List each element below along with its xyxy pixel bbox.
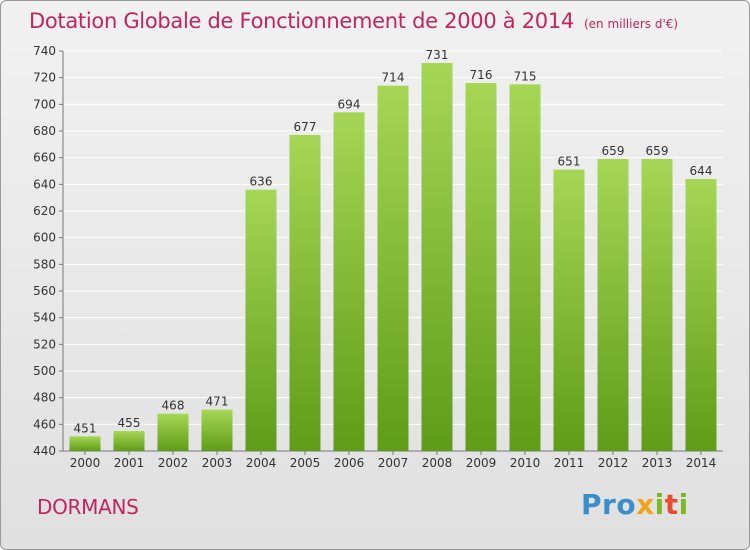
x-tick-label: 2001 <box>114 456 145 470</box>
logo-letter: o <box>616 488 637 521</box>
chart-unit: (en milliers d'€) <box>583 17 679 31</box>
data-label: 471 <box>206 395 229 409</box>
y-tick-label: 540 <box>33 311 56 325</box>
y-tick-label: 520 <box>33 337 56 351</box>
bar <box>509 84 541 451</box>
tick-labels: 440 460 480 500 520 540 560 580 600 620 640 660 680 7… <box>33 44 716 470</box>
logo-letter: x <box>636 488 655 521</box>
bar <box>685 179 717 451</box>
commune-name: DORMANS <box>37 495 139 519</box>
data-label: 451 <box>74 421 97 435</box>
logo-letter: i <box>654 488 665 521</box>
bar <box>421 63 453 451</box>
data-label: 455 <box>118 416 141 430</box>
x-tick-label: 2012 <box>598 456 629 470</box>
y-tick-label: 560 <box>33 284 56 298</box>
y-tick-label: 620 <box>33 204 56 218</box>
x-tick-label: 2010 <box>510 456 541 470</box>
bar <box>641 159 673 451</box>
bar <box>597 159 629 451</box>
y-tick-label: 580 <box>33 257 56 271</box>
bar <box>377 85 409 452</box>
y-tick-label: 460 <box>33 417 56 431</box>
x-tick-label: 2005 <box>290 456 321 470</box>
data-label: 651 <box>558 155 581 169</box>
logo-letter: i <box>678 488 689 521</box>
y-tick-label: 600 <box>33 231 56 245</box>
y-tick-label: 440 <box>33 444 56 458</box>
logo-letter: t <box>664 488 679 521</box>
x-tick-label: 2000 <box>70 456 101 470</box>
bar <box>157 413 189 451</box>
x-tick-label: 2011 <box>554 456 585 470</box>
x-tick-label: 2007 <box>378 456 409 470</box>
data-label: 659 <box>602 144 625 158</box>
logo-letter: P <box>581 488 603 521</box>
data-label: 468 <box>162 399 185 413</box>
x-tick-label: 2003 <box>202 456 233 470</box>
logo-letter: r <box>602 488 617 521</box>
x-tick-label: 2004 <box>246 456 277 470</box>
bars <box>69 63 717 452</box>
bar <box>553 169 585 451</box>
y-tick-label: 660 <box>33 151 56 165</box>
data-label: 644 <box>690 164 713 178</box>
y-tick-label: 500 <box>33 364 56 378</box>
data-labels: 451 455 468 471 636 677 694 714 731 716 715 651 659 6… <box>74 48 713 435</box>
proxiti-logo[interactable]: Proxiti <box>581 488 689 521</box>
bar <box>201 409 233 451</box>
data-label: 694 <box>338 97 361 111</box>
x-tick-label: 2002 <box>158 456 189 470</box>
bar <box>333 112 365 451</box>
data-label: 716 <box>470 68 493 82</box>
x-tick-label: 2013 <box>642 456 673 470</box>
y-tick-label: 680 <box>33 124 56 138</box>
x-tick-label: 2009 <box>466 456 497 470</box>
bar <box>465 83 497 451</box>
bar <box>69 436 101 451</box>
y-tick-label: 720 <box>33 71 56 85</box>
data-label: 677 <box>294 120 317 134</box>
bar <box>289 135 321 451</box>
data-label: 714 <box>382 71 405 85</box>
chart-title-text: Dotation Globale de Fonctionnement de 20… <box>29 9 574 33</box>
y-tick-label: 480 <box>33 391 56 405</box>
bar <box>113 431 145 451</box>
data-label: 715 <box>514 69 537 83</box>
x-tick-label: 2014 <box>686 456 717 470</box>
x-tick-label: 2008 <box>422 456 453 470</box>
data-label: 636 <box>250 175 273 189</box>
y-tick-label: 640 <box>33 177 56 191</box>
chart-title: Dotation Globale de Fonctionnement de 20… <box>29 9 678 33</box>
bar <box>245 189 277 451</box>
x-tick-label: 2006 <box>334 456 365 470</box>
data-label: 659 <box>646 144 669 158</box>
data-label: 731 <box>426 48 449 62</box>
y-tick-label: 700 <box>33 97 56 111</box>
y-tick-label: 740 <box>33 44 56 58</box>
